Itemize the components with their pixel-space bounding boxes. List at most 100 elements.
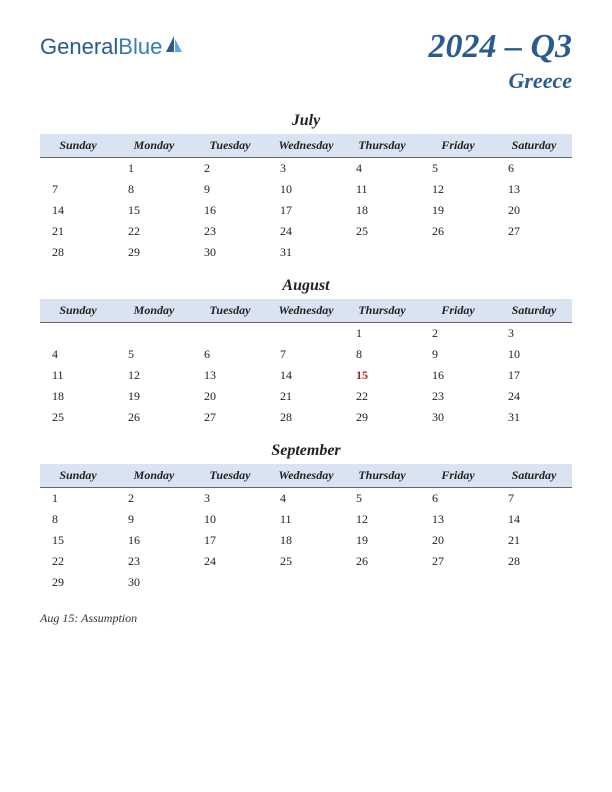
- calendar-cell: 11: [40, 365, 116, 386]
- calendar-cell: 19: [420, 200, 496, 221]
- calendars-container: JulySundayMondayTuesdayWednesdayThursday…: [40, 112, 572, 593]
- calendar-cell: [268, 323, 344, 345]
- calendar-cell: 18: [40, 386, 116, 407]
- calendar-cell: 14: [268, 365, 344, 386]
- calendar-cell: 7: [268, 344, 344, 365]
- calendar-cell: 7: [496, 488, 572, 510]
- calendar-cell: 16: [420, 365, 496, 386]
- day-header: Saturday: [496, 134, 572, 158]
- day-header: Friday: [420, 134, 496, 158]
- calendar-cell: [268, 572, 344, 593]
- calendar-cell: 3: [192, 488, 268, 510]
- calendar-row: 14151617181920: [40, 200, 572, 221]
- calendar-row: 123: [40, 323, 572, 345]
- calendar-cell: 2: [192, 158, 268, 180]
- calendar-cell: 15: [40, 530, 116, 551]
- calendar-cell: 13: [192, 365, 268, 386]
- calendar-cell: 9: [192, 179, 268, 200]
- calendar-cell: 13: [496, 179, 572, 200]
- calendar-cell: 21: [268, 386, 344, 407]
- month-block: September SundayMondayTuesdayWednesdayThu…: [40, 442, 572, 593]
- calendar-cell: 20: [192, 386, 268, 407]
- calendar-cell: 23: [116, 551, 192, 572]
- calendar-cell: 22: [40, 551, 116, 572]
- calendar-cell: 28: [268, 407, 344, 428]
- calendar-row: 15161718192021: [40, 530, 572, 551]
- calendar-cell: 30: [116, 572, 192, 593]
- calendar-table: SundayMondayTuesdayWednesdayThursdayFrid…: [40, 134, 572, 263]
- header: GeneralBlue 2024 – Q3 Greece: [40, 28, 572, 94]
- day-header: Saturday: [496, 299, 572, 323]
- calendar-cell: 28: [40, 242, 116, 263]
- calendar-cell: [40, 158, 116, 180]
- calendar-cell: 21: [40, 221, 116, 242]
- calendar-cell: 17: [268, 200, 344, 221]
- day-header: Tuesday: [192, 134, 268, 158]
- calendar-row: 123456: [40, 158, 572, 180]
- logo-text-2: Blue: [118, 34, 162, 60]
- calendar-cell: 31: [496, 407, 572, 428]
- calendar-cell: 23: [420, 386, 496, 407]
- day-header: Tuesday: [192, 299, 268, 323]
- calendar-table: SundayMondayTuesdayWednesdayThursdayFrid…: [40, 299, 572, 428]
- day-header: Tuesday: [192, 464, 268, 488]
- calendar-cell: 12: [420, 179, 496, 200]
- calendar-cell: [496, 242, 572, 263]
- calendar-cell: [420, 572, 496, 593]
- calendar-cell: 8: [344, 344, 420, 365]
- day-header: Thursday: [344, 299, 420, 323]
- day-header: Monday: [116, 299, 192, 323]
- calendar-cell: 1: [344, 323, 420, 345]
- calendar-cell: 26: [420, 221, 496, 242]
- calendar-row: 25262728293031: [40, 407, 572, 428]
- logo-text-1: General: [40, 34, 118, 60]
- calendar-table: SundayMondayTuesdayWednesdayThursdayFrid…: [40, 464, 572, 593]
- calendar-cell: [192, 572, 268, 593]
- calendar-cell: 24: [496, 386, 572, 407]
- day-header: Wednesday: [268, 134, 344, 158]
- calendar-cell: 27: [420, 551, 496, 572]
- day-header: Wednesday: [268, 299, 344, 323]
- calendar-row: 45678910: [40, 344, 572, 365]
- calendar-cell: 12: [344, 509, 420, 530]
- calendar-cell: 14: [40, 200, 116, 221]
- year-quarter: 2024 – Q3: [428, 28, 572, 66]
- calendar-cell: [192, 323, 268, 345]
- holiday-entry: Aug 15: Assumption: [40, 611, 572, 626]
- calendar-row: 18192021222324: [40, 386, 572, 407]
- calendar-cell: 6: [420, 488, 496, 510]
- calendar-cell: 18: [344, 200, 420, 221]
- calendar-cell: 14: [496, 509, 572, 530]
- calendar-cell: [420, 242, 496, 263]
- month-name: July: [40, 112, 572, 130]
- holiday-list: Aug 15: Assumption: [40, 611, 572, 626]
- calendar-cell: 25: [268, 551, 344, 572]
- day-header: Sunday: [40, 464, 116, 488]
- day-header: Thursday: [344, 134, 420, 158]
- calendar-cell: 8: [116, 179, 192, 200]
- calendar-cell: 11: [268, 509, 344, 530]
- calendar-row: 78910111213: [40, 179, 572, 200]
- calendar-cell: 19: [344, 530, 420, 551]
- calendar-cell: 1: [116, 158, 192, 180]
- calendar-cell: 21: [496, 530, 572, 551]
- calendar-cell: 15: [344, 365, 420, 386]
- calendar-cell: 18: [268, 530, 344, 551]
- calendar-cell: 5: [116, 344, 192, 365]
- calendar-cell: 9: [420, 344, 496, 365]
- calendar-cell: 27: [496, 221, 572, 242]
- month-block: July SundayMondayTuesdayWednesdayThursday…: [40, 112, 572, 263]
- day-header: Monday: [116, 464, 192, 488]
- calendar-cell: 25: [344, 221, 420, 242]
- calendar-cell: 27: [192, 407, 268, 428]
- calendar-cell: 30: [420, 407, 496, 428]
- calendar-cell: 10: [192, 509, 268, 530]
- calendar-cell: 31: [268, 242, 344, 263]
- calendar-cell: 12: [116, 365, 192, 386]
- calendar-cell: 24: [268, 221, 344, 242]
- calendar-cell: 13: [420, 509, 496, 530]
- month-name: September: [40, 442, 572, 460]
- calendar-row: 891011121314: [40, 509, 572, 530]
- day-header: Thursday: [344, 464, 420, 488]
- calendar-row: 28293031: [40, 242, 572, 263]
